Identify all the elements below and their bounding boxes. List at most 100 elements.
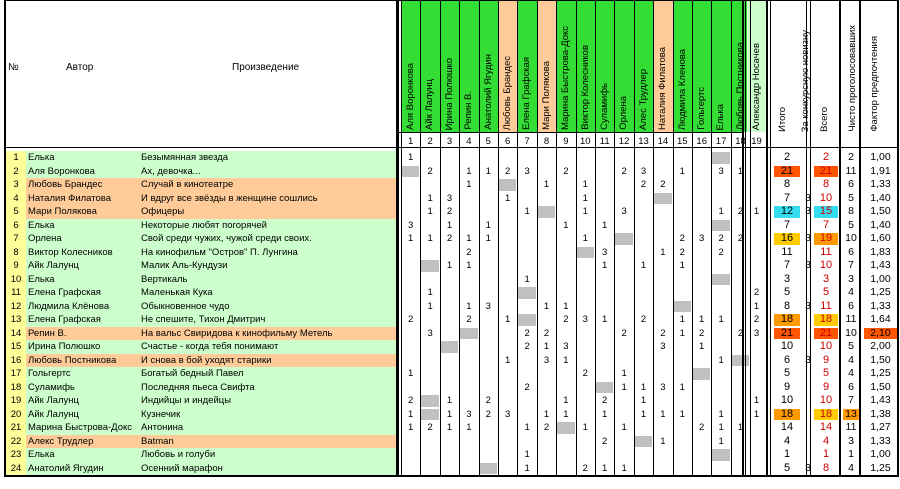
voter-number: 7: [524, 136, 530, 147]
voter-header-highlight: [536, 0, 557, 132]
voter-number: 2: [427, 136, 433, 147]
summary-factor: 1,40: [870, 191, 891, 204]
summary-itogo: 21: [780, 326, 794, 339]
vote-cell: 2: [699, 422, 705, 433]
voter-name: Алес Трудлер: [637, 68, 649, 130]
summary-chisto: 6: [848, 245, 854, 258]
author-name[interactable]: Анатолий Ягудин: [28, 462, 104, 474]
voter-col-line: [614, 0, 616, 475]
voter-name: Суламифь: [599, 83, 610, 130]
author-name[interactable]: Елька: [28, 449, 55, 460]
author-name[interactable]: Орлена: [28, 233, 62, 244]
vote-cell: 1: [640, 408, 647, 420]
vote-cell: 1: [679, 165, 685, 177]
work-title[interactable]: Богатый бедный Павел: [141, 368, 244, 379]
row-num-bg: [6, 299, 26, 313]
summary-factor: 1,00: [870, 272, 891, 285]
vote-cell: 1: [699, 341, 705, 352]
self-vote-cell: [634, 435, 653, 447]
vote-cell: 1: [505, 354, 511, 366]
vote-cell: 1: [563, 395, 569, 406]
author-name[interactable]: Наталия Филатова: [28, 192, 111, 204]
author-name[interactable]: Айк Лалунц: [28, 408, 79, 420]
highlight-cell: [774, 165, 800, 177]
work-title[interactable]: Свой среди чужих, чужой среди своих.: [141, 233, 312, 244]
voter-name: Аля Воронкова: [405, 63, 416, 130]
work-title[interactable]: Кузнечик: [141, 408, 181, 420]
author-name[interactable]: Аля Воронкова: [28, 165, 95, 177]
work-title[interactable]: Не спешите, Тихон Дмитрич: [141, 314, 266, 325]
vote-cell: 2: [524, 341, 530, 352]
vote-cell: 2: [446, 233, 453, 244]
self-vote-cell: [421, 408, 439, 420]
work-title[interactable]: Некоторые любят погорячей: [141, 219, 267, 231]
vote-cell: 3: [524, 165, 530, 177]
author-name[interactable]: Виктор Колесников: [28, 246, 113, 258]
summary-itogo: 10: [780, 340, 794, 352]
row-number: 14: [10, 327, 22, 339]
vote-cell: 1: [582, 206, 588, 217]
vote-cell: 1: [679, 260, 685, 271]
work-title[interactable]: Офицеры: [141, 206, 185, 217]
vote-cell: 1: [737, 422, 744, 433]
author-name[interactable]: Елена Графская: [28, 314, 101, 325]
work-title[interactable]: Счастье - когда тебя понимают: [141, 341, 279, 352]
vote-cell: 1: [621, 381, 627, 393]
author-name[interactable]: Репин В.: [28, 327, 67, 339]
row-number: 8: [13, 246, 19, 258]
work-title[interactable]: На кинофильм "Остров" П. Лунгина: [141, 246, 298, 258]
summary-vsego: 14: [819, 421, 833, 433]
author-name[interactable]: Любовь Брандес: [28, 179, 103, 190]
author-name[interactable]: Айк Лалунц: [28, 260, 79, 271]
summary-nov: 3: [805, 259, 811, 271]
work-title[interactable]: И снова в бой уходят старики: [141, 354, 272, 366]
work-title[interactable]: Ах, девочка...: [141, 165, 201, 177]
vote-cell: 2: [543, 422, 550, 433]
work-title[interactable]: Последняя пьеса Свифта: [141, 381, 255, 393]
vote-cell: 1: [446, 408, 453, 420]
row-num-bg: [6, 380, 26, 394]
vote-cell: 1: [524, 449, 530, 460]
work-title[interactable]: Осенний марафон: [141, 462, 223, 474]
work-title[interactable]: Обыкновенное чудо: [141, 300, 230, 312]
author-name[interactable]: Алекс Трудлер: [28, 435, 94, 447]
work-title[interactable]: Любовь и голуби: [141, 449, 216, 460]
work-title[interactable]: Индийцы и индейцы: [141, 395, 232, 406]
author-name[interactable]: Любовь Постникова: [28, 354, 117, 366]
summary-factor: 1,83: [870, 245, 891, 258]
highlight-cell: [774, 327, 800, 339]
author-name[interactable]: Людмила Клёнова: [28, 300, 110, 312]
vote-cell: 3: [446, 192, 453, 204]
author-name[interactable]: Гольгертс: [28, 368, 71, 379]
vote-cell: 1: [660, 435, 666, 447]
author-name[interactable]: Ирина Полюшко: [28, 341, 101, 352]
work-title[interactable]: Антонина: [141, 422, 184, 433]
work-title[interactable]: И вдруг все звёзды в женщине сошлись: [141, 192, 318, 204]
voter-col-line: [672, 0, 674, 475]
summary-vsego: 21: [819, 164, 833, 177]
author-name[interactable]: Елена Графская: [28, 287, 101, 298]
author-name[interactable]: Елька: [28, 273, 55, 285]
work-title[interactable]: Вертикаль: [141, 273, 188, 285]
author-name[interactable]: Суламифь: [28, 381, 75, 393]
summary-itogo: 9: [783, 380, 791, 393]
extra-vote-cell: 1: [753, 395, 760, 406]
author-name[interactable]: Айк Лалунц: [28, 395, 79, 406]
row-num-bg: [6, 286, 26, 300]
divider: [810, 0, 811, 475]
vote-cell: 1: [505, 314, 511, 325]
work-title[interactable]: Случай в кинотеатре: [141, 179, 234, 190]
work-title[interactable]: Batman: [141, 435, 174, 447]
summary-vsego: 5: [822, 286, 830, 298]
summary-chisto: 3: [848, 272, 854, 285]
summary-itogo: 5: [783, 367, 791, 379]
author-name[interactable]: Елька: [28, 152, 55, 163]
author-name[interactable]: Елька: [28, 219, 55, 231]
author-name[interactable]: Мари Полякова: [28, 206, 97, 217]
work-title[interactable]: На вальс Свиридова к кинофильму Метель: [141, 327, 333, 339]
work-title[interactable]: Малик Аль-Кундузи: [141, 260, 228, 271]
work-title[interactable]: Безымянная звезда: [141, 152, 229, 163]
vote-cell: 3: [699, 233, 705, 244]
work-title[interactable]: Маленькая Кука: [141, 287, 213, 298]
author-name[interactable]: Марина Быстрова-Докс: [28, 422, 133, 433]
